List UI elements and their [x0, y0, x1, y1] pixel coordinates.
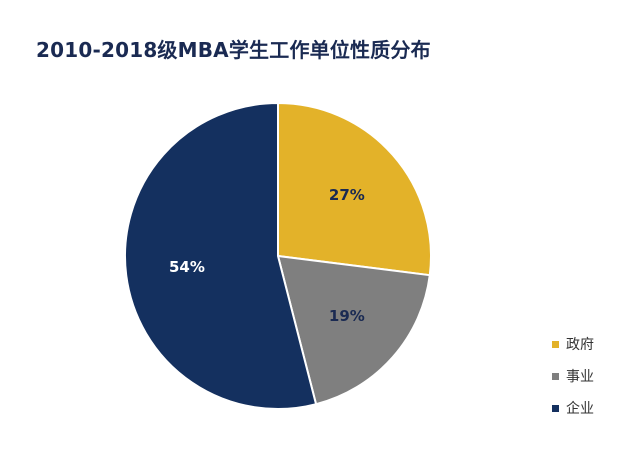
chart-title: 2010-2018级MBA学生工作单位性质分布 — [36, 38, 431, 62]
legend-label-zhengfu: 政府 — [566, 337, 594, 353]
legend-swatch-shiye — [552, 372, 559, 380]
pie-slice-qiye — [124, 101, 318, 410]
legend-item-zhengfu: 政府 — [552, 328, 594, 360]
slice-label-zhengfu: 27% — [329, 186, 365, 204]
legend-swatch-qiye — [552, 404, 559, 412]
legend-swatch-zhengfu — [552, 340, 559, 348]
slice-label-shiye: 19% — [329, 307, 365, 325]
slice-label-qiye: 54% — [169, 258, 205, 276]
legend-item-qiye: 企业 — [552, 392, 594, 424]
legend: 政府 事业 企业 — [552, 328, 594, 424]
pie-slice-shiye — [276, 254, 431, 406]
legend-label-qiye: 企业 — [566, 401, 594, 417]
legend-label-shiye: 事业 — [566, 369, 594, 385]
pie-slice-zhengfu — [277, 101, 432, 277]
legend-item-shiye: 事业 — [552, 360, 594, 392]
